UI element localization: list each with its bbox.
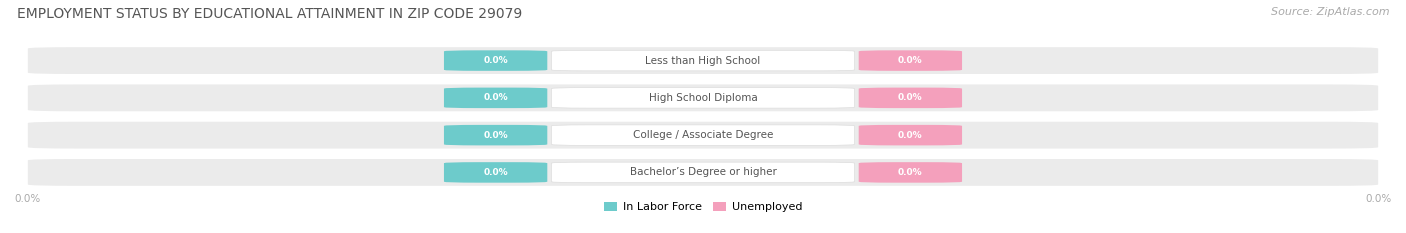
Text: 0.0%: 0.0% (898, 56, 922, 65)
FancyBboxPatch shape (551, 162, 855, 183)
FancyBboxPatch shape (859, 125, 962, 145)
FancyBboxPatch shape (551, 125, 855, 145)
Text: College / Associate Degree: College / Associate Degree (633, 130, 773, 140)
FancyBboxPatch shape (28, 47, 1378, 74)
FancyBboxPatch shape (28, 84, 1378, 111)
Text: Source: ZipAtlas.com: Source: ZipAtlas.com (1271, 7, 1389, 17)
FancyBboxPatch shape (859, 88, 962, 108)
Text: 0.0%: 0.0% (1365, 194, 1392, 204)
FancyBboxPatch shape (444, 162, 547, 183)
FancyBboxPatch shape (444, 50, 547, 71)
FancyBboxPatch shape (551, 50, 855, 71)
Text: Bachelor’s Degree or higher: Bachelor’s Degree or higher (630, 168, 776, 177)
Text: 0.0%: 0.0% (484, 131, 508, 140)
Text: 0.0%: 0.0% (14, 194, 41, 204)
Text: Less than High School: Less than High School (645, 56, 761, 65)
Text: 0.0%: 0.0% (484, 93, 508, 102)
Text: EMPLOYMENT STATUS BY EDUCATIONAL ATTAINMENT IN ZIP CODE 29079: EMPLOYMENT STATUS BY EDUCATIONAL ATTAINM… (17, 7, 522, 21)
FancyBboxPatch shape (859, 50, 962, 71)
FancyBboxPatch shape (28, 122, 1378, 149)
Text: High School Diploma: High School Diploma (648, 93, 758, 103)
FancyBboxPatch shape (551, 88, 855, 108)
Legend: In Labor Force, Unemployed: In Labor Force, Unemployed (603, 202, 803, 212)
Text: 0.0%: 0.0% (484, 56, 508, 65)
Text: 0.0%: 0.0% (898, 93, 922, 102)
FancyBboxPatch shape (444, 125, 547, 145)
Text: 0.0%: 0.0% (484, 168, 508, 177)
Text: 0.0%: 0.0% (898, 131, 922, 140)
Text: 0.0%: 0.0% (898, 168, 922, 177)
FancyBboxPatch shape (444, 88, 547, 108)
FancyBboxPatch shape (28, 159, 1378, 186)
FancyBboxPatch shape (859, 162, 962, 183)
